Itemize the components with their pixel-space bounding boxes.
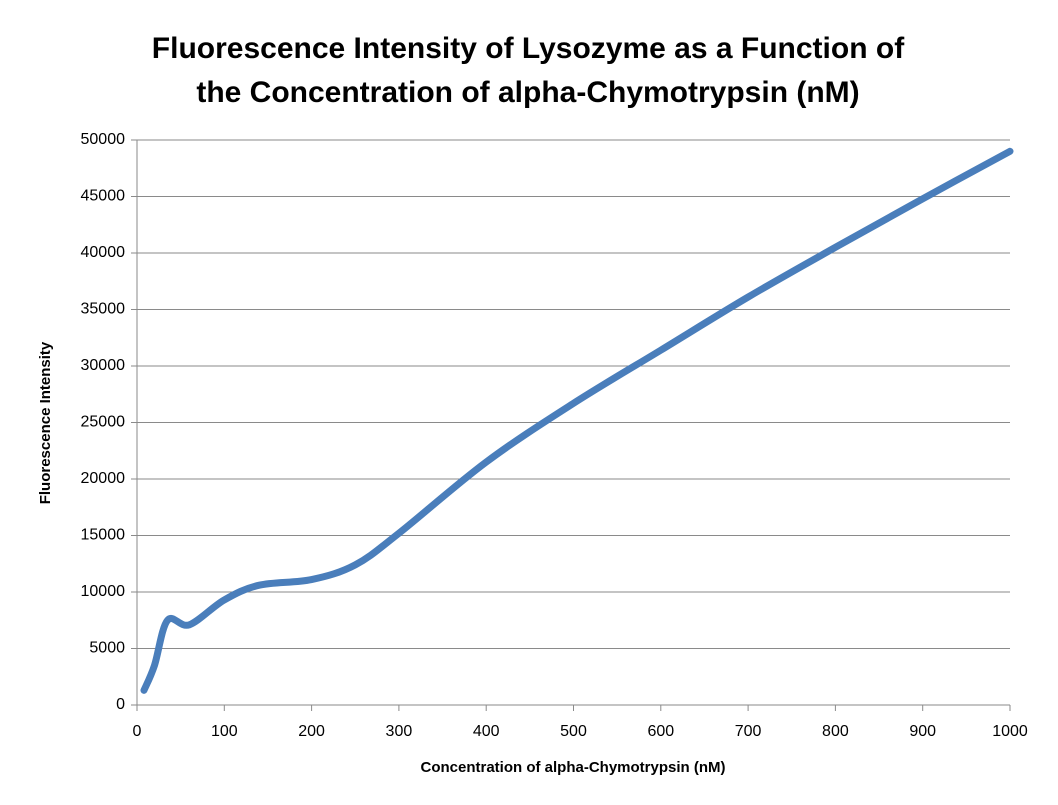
y-tick-label: 25000 [81, 414, 126, 431]
x-tick-label: 900 [909, 723, 936, 740]
x-tick-label: 600 [647, 723, 674, 740]
y-tick-label: 45000 [81, 188, 126, 205]
x-tick-label: 800 [822, 723, 849, 740]
chart-title: the Concentration of alpha-Chymotrypsin … [196, 76, 859, 109]
x-tick-label: 1000 [992, 723, 1028, 740]
y-tick-label: 50000 [81, 131, 126, 148]
x-tick-label: 500 [560, 723, 587, 740]
x-tick-label: 300 [386, 723, 413, 740]
x-tick-label: 0 [133, 723, 142, 740]
x-axis-title: Concentration of alpha-Chymotrypsin (nM) [421, 759, 726, 776]
data-line [140, 147, 1014, 694]
chart-title: Fluorescence Intensity of Lysozyme as a … [152, 32, 905, 65]
x-tick-label: 400 [473, 723, 500, 740]
y-tick-label: 0 [116, 696, 125, 713]
x-tick-label: 200 [298, 723, 325, 740]
y-tick-label: 10000 [81, 583, 126, 600]
y-tick-label: 35000 [81, 301, 126, 318]
y-tick-label: 20000 [81, 470, 126, 487]
y-tick-label: 40000 [81, 244, 126, 261]
y-tick-label: 15000 [81, 527, 126, 544]
x-tick-label: 700 [735, 723, 762, 740]
y-axis-title: Fluorescence Intensity [37, 341, 54, 504]
y-tick-label: 30000 [81, 357, 126, 374]
y-tick-label: 5000 [89, 640, 125, 657]
x-tick-label: 100 [211, 723, 238, 740]
